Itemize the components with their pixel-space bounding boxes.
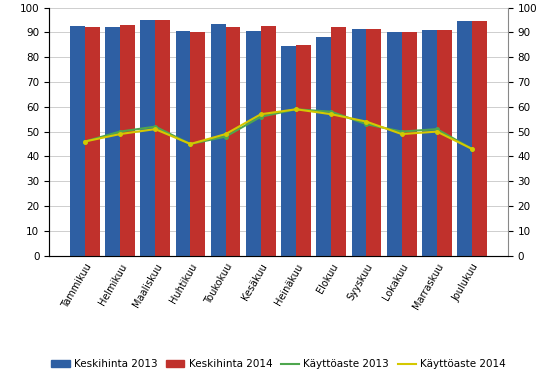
Käyttöaste 2014	[258, 112, 264, 117]
Bar	[70, 26, 85, 256]
Bar	[437, 30, 452, 256]
Käyttöaste 2014	[222, 132, 229, 136]
Käyttöaste 2013	[399, 129, 405, 134]
Bar	[458, 21, 472, 256]
Bar	[176, 31, 191, 256]
Käyttöaste 2013	[152, 124, 158, 129]
Käyttöaste 2014	[469, 147, 476, 151]
Bar	[120, 25, 135, 256]
Bar	[366, 29, 381, 256]
Käyttöaste 2014	[81, 139, 88, 144]
Käyttöaste 2014	[363, 120, 370, 124]
Käyttöaste 2013	[81, 139, 88, 144]
Käyttöaste 2013	[328, 109, 335, 114]
Bar	[261, 26, 276, 256]
Käyttöaste 2014	[152, 127, 158, 131]
Käyttöaste 2014	[117, 132, 123, 136]
Bar	[317, 37, 331, 256]
Bar	[296, 45, 311, 256]
Bar	[191, 32, 205, 256]
Legend: Keskihinta 2013, Keskihinta 2014, Käyttöaste 2013, Käyttöaste 2014: Keskihinta 2013, Keskihinta 2014, Käyttö…	[46, 355, 511, 373]
Käyttöaste 2013	[222, 134, 229, 139]
Line: Käyttöaste 2014: Käyttöaste 2014	[83, 108, 474, 151]
Käyttöaste 2013	[117, 129, 123, 134]
Käyttöaste 2013	[363, 122, 370, 126]
Käyttöaste 2014	[328, 112, 335, 117]
Käyttöaste 2014	[399, 132, 405, 136]
Bar	[422, 30, 437, 256]
Line: Käyttöaste 2013: Käyttöaste 2013	[83, 108, 474, 151]
Bar	[105, 27, 120, 256]
Käyttöaste 2013	[434, 127, 440, 131]
Bar	[472, 21, 487, 256]
Bar	[155, 20, 170, 256]
Käyttöaste 2013	[258, 114, 264, 119]
Käyttöaste 2013	[187, 142, 194, 146]
Käyttöaste 2013	[293, 107, 299, 112]
Käyttöaste 2014	[187, 142, 194, 146]
Bar	[246, 31, 261, 256]
Bar	[140, 20, 155, 256]
Bar	[331, 27, 346, 256]
Käyttöaste 2013	[469, 147, 476, 151]
Bar	[402, 32, 417, 256]
Bar	[281, 46, 296, 256]
Bar	[85, 27, 99, 256]
Käyttöaste 2014	[293, 107, 299, 112]
Bar	[352, 29, 366, 256]
Bar	[225, 27, 240, 256]
Bar	[387, 32, 402, 256]
Bar	[211, 24, 225, 256]
Käyttöaste 2014	[434, 129, 440, 134]
